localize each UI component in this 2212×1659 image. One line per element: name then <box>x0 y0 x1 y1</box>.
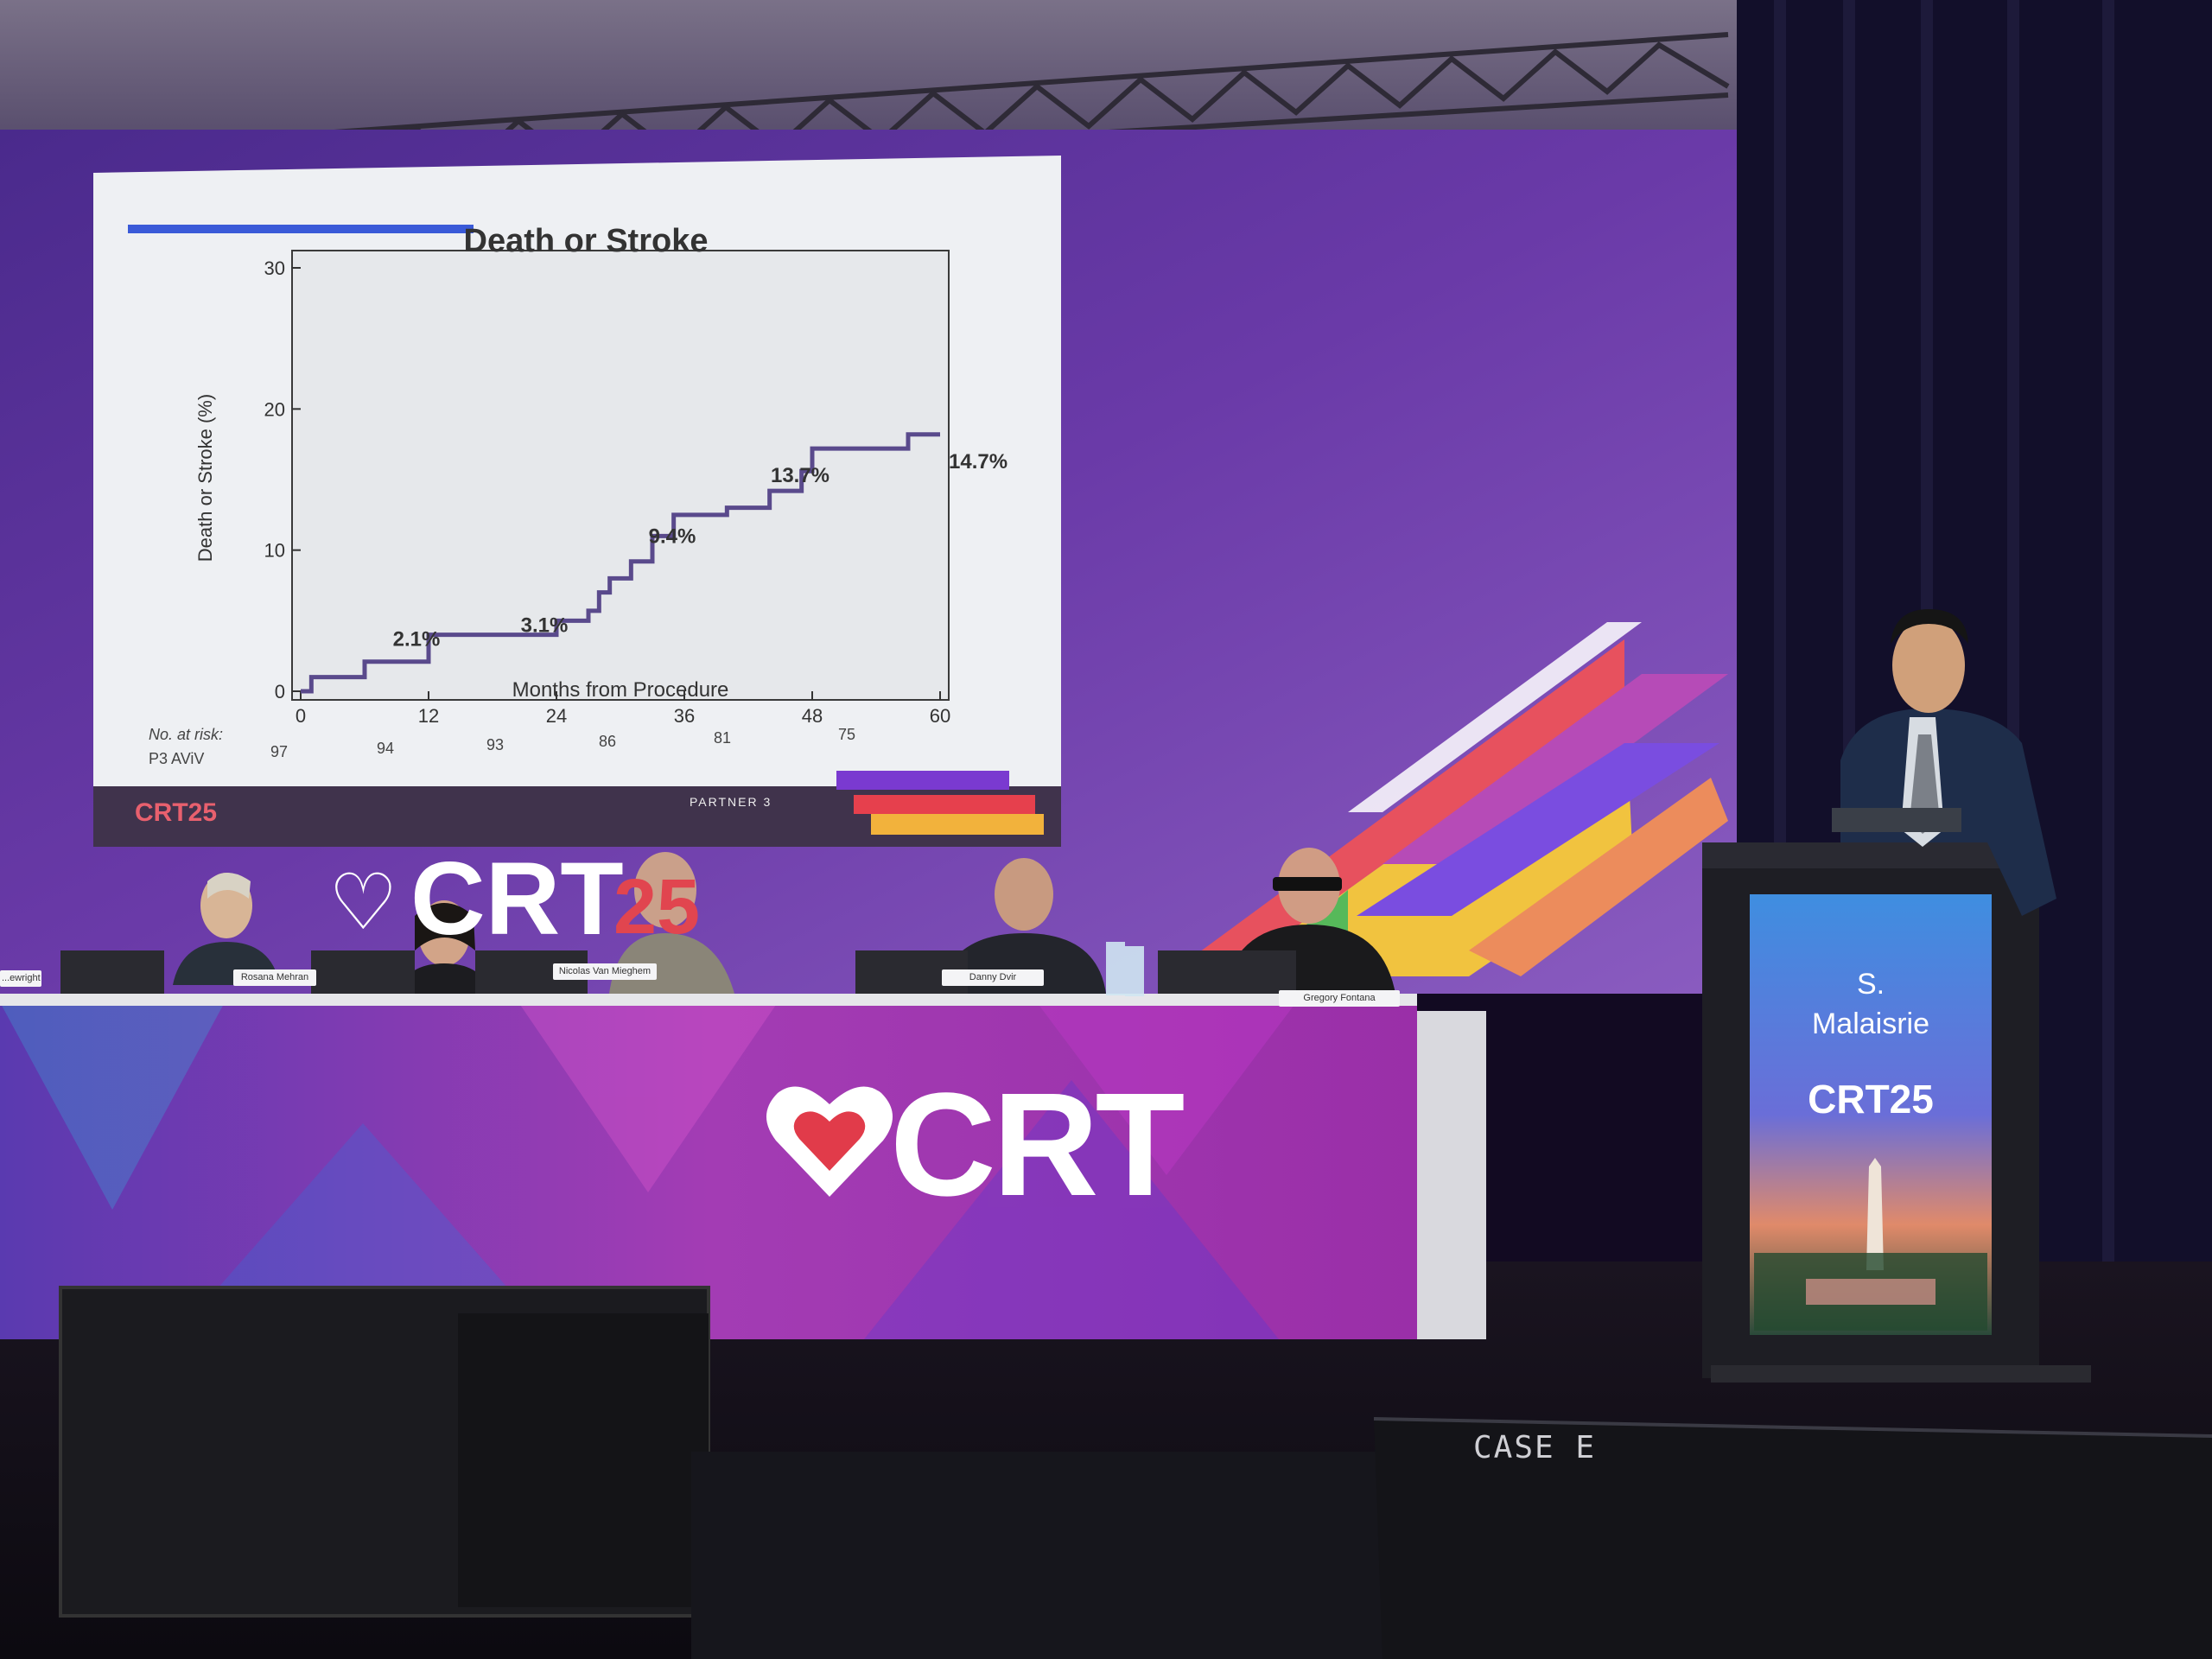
slide-brand-logo: CRT25 <box>135 798 218 827</box>
x-tick-label: 48 <box>802 705 823 727</box>
slide-ylabel: Death or Stroke (%) <box>194 393 216 563</box>
nameplate: Danny Dvir <box>942 969 1044 986</box>
x-tick-label: 0 <box>296 705 306 727</box>
podium-speaker-name: Malaisrie <box>1811 1007 1930 1040</box>
y-tick-label: 10 <box>264 540 285 562</box>
podium-speaker-initial: S. <box>1856 968 1885 1001</box>
stage-banner <box>0 1002 1417 1339</box>
data-label: 2.1% <box>393 628 441 652</box>
banner-crt-logo: CRT <box>760 1063 1244 1236</box>
at-risk-value: 94 <box>377 740 395 757</box>
data-label: 14.7% <box>949 450 1007 474</box>
trial-logo: PARTNER 3 <box>690 795 772 809</box>
plot-frame <box>291 250 950 701</box>
at-risk-value: 93 <box>486 736 505 753</box>
nameplate: Gregory Fontana <box>1279 990 1400 1007</box>
projected-slide: 0 12 24 36 48 60 0 10 20 30 2.1% 3.1% 9.4% 13.7% 14.7%… <box>93 156 1061 847</box>
nameplate: Rosana Mehran <box>233 969 316 986</box>
at-risk-row-label: P3 AViV <box>149 750 205 767</box>
x-tick-label: 12 <box>418 705 439 727</box>
series-line <box>301 432 940 694</box>
monitor-label: CASE E <box>1473 1430 1597 1465</box>
confidence-monitor <box>1374 1417 2212 1659</box>
at-risk-value: 86 <box>599 733 617 750</box>
screen-crt-logo: ♡ CRT 25 <box>328 842 760 955</box>
x-tick-label: 60 <box>930 705 950 727</box>
data-label: 9.4% <box>649 524 696 548</box>
nameplate-partial: ...ewright <box>0 970 41 987</box>
slide-title: Death or Stroke <box>463 223 709 259</box>
at-risk-value: 75 <box>838 726 856 743</box>
slide-canvas: 0 12 24 36 48 60 0 10 20 30 2.1% 3.1% 9.4% 13.7% 14.7% <box>93 156 1061 847</box>
screen-logo-suffix: 25 <box>613 864 701 950</box>
at-risk-value: 97 <box>270 743 289 760</box>
screen-logo-text: CRT <box>410 841 624 957</box>
x-tick-label: 24 <box>546 705 567 727</box>
speaker-person <box>1832 609 2056 916</box>
nameplate: Nicolas Van Mieghem <box>553 963 657 980</box>
y-tick-label: 20 <box>264 398 285 420</box>
y-tick-label: 0 <box>275 681 285 702</box>
x-tick-label: 36 <box>674 705 695 727</box>
banner-heart-icon <box>766 1086 893 1197</box>
podium-logo: CRT25 <box>1808 1077 1934 1122</box>
at-risk-title: No. at risk: <box>149 726 224 743</box>
y-tick-label: 30 <box>264 257 285 279</box>
banner-logo-text: CRT <box>890 1063 1185 1227</box>
slide-xlabel: Months from Procedure <box>512 678 729 702</box>
data-label: 3.1% <box>521 613 569 637</box>
heart-logo-icon: ♡ <box>328 860 398 946</box>
at-risk-value: 81 <box>714 729 732 747</box>
data-label: 13.7% <box>771 464 830 487</box>
